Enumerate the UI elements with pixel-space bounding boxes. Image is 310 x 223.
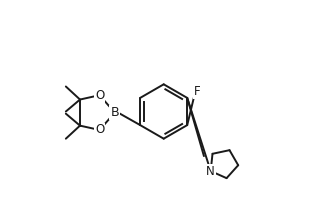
Text: F: F: [194, 85, 201, 98]
Text: O: O: [95, 124, 104, 136]
Text: B: B: [110, 106, 119, 119]
Text: O: O: [95, 89, 104, 102]
Text: N: N: [206, 165, 215, 178]
